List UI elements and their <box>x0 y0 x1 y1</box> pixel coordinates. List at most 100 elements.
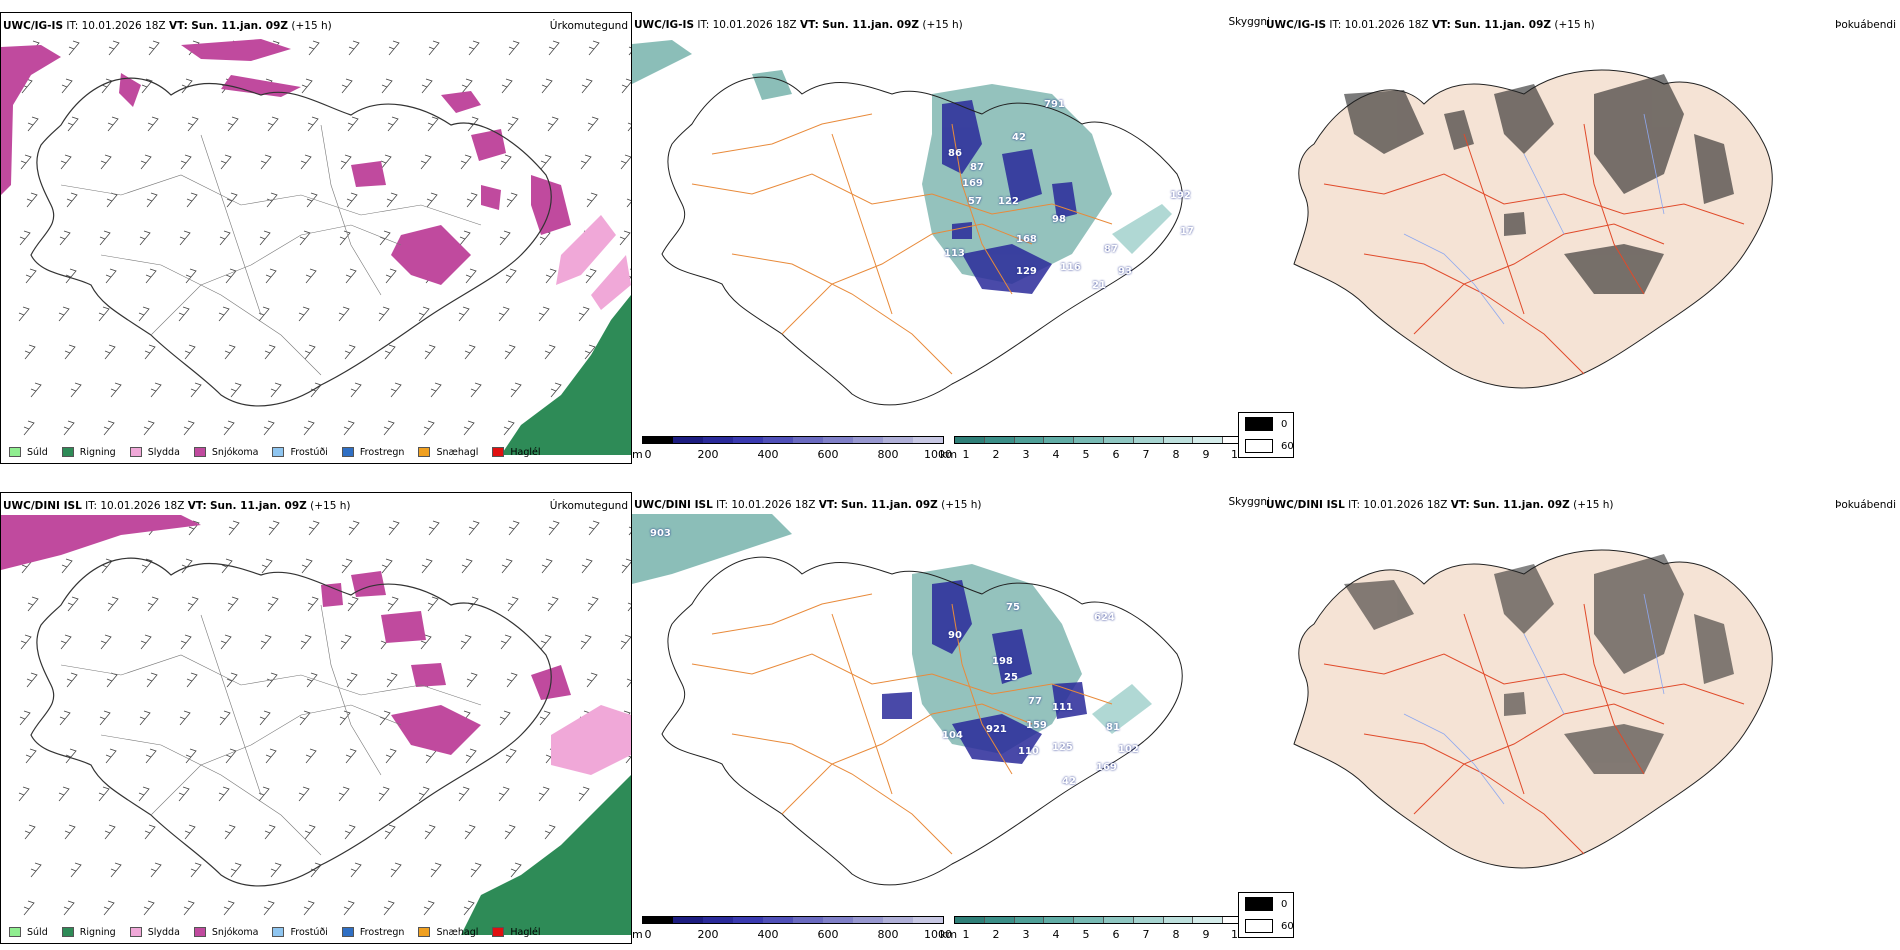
legend-swatch <box>341 447 354 457</box>
colorbar-strip <box>954 916 1254 924</box>
wind-barb <box>221 558 233 574</box>
wind-barb <box>218 306 230 322</box>
precip-map <box>1 515 631 935</box>
fog-legend-label: 0 <box>1281 419 1288 430</box>
vt-value: Sun. 11.jan. 09Z <box>841 499 938 511</box>
panel-header: UWC/DINI ISL IT: 10.01.2026 18Z VT: Sun.… <box>1266 499 1614 511</box>
wind-barb <box>379 710 391 726</box>
wind-barb <box>186 672 198 688</box>
wind-barb <box>541 78 553 94</box>
wind-barb <box>99 710 111 726</box>
model-name: UWC/IG-IS <box>3 20 64 32</box>
wind-barb <box>585 268 597 284</box>
wind-barb <box>428 520 440 536</box>
wind-barb <box>265 748 277 764</box>
cloud-base-label: 122 <box>998 196 1019 207</box>
fog-index-panel: UWC/IG-IS IT: 10.01.2026 18Z VT: Sun. 11… <box>1238 12 1900 464</box>
wind-barb <box>388 520 400 536</box>
legend-swatch <box>9 447 21 457</box>
wind-barb <box>547 596 559 612</box>
road-network <box>60 604 482 856</box>
legend-item: Snjókoma <box>193 447 258 458</box>
wind-barb <box>307 116 319 132</box>
precip-type-panel: UWC/DINI ISL IT: 10.01.2026 18Z VT: Sun.… <box>0 492 632 944</box>
wind-barb <box>138 786 150 802</box>
wind-barb <box>103 420 115 436</box>
cloud-base-label: 113 <box>944 248 965 259</box>
wind-barb <box>339 710 351 726</box>
wind-barb <box>184 344 196 360</box>
road-network <box>691 593 1113 855</box>
legend-swatch <box>61 927 74 937</box>
wind-barb <box>500 154 512 170</box>
legend-item: Haglél <box>492 927 541 938</box>
wind-barb <box>581 558 593 574</box>
wind-barb <box>348 40 360 56</box>
wind-barb <box>621 558 631 574</box>
colorbar-segment <box>853 437 883 443</box>
legend-label: Frostúði <box>290 926 328 938</box>
colorbar-tick: 6 <box>1112 448 1120 461</box>
legend-swatch <box>9 927 21 937</box>
wind-barb <box>423 900 435 916</box>
colorbar-tick: 3 <box>1022 928 1030 941</box>
wind-barb <box>141 558 153 574</box>
legend-swatch <box>272 927 285 937</box>
wind-barb <box>270 382 282 398</box>
colorbar-tick: 1 <box>962 448 970 461</box>
cloud-base-areas <box>882 580 1087 764</box>
wind-barb <box>299 710 311 726</box>
cloud-base-label: 77 <box>1028 696 1042 707</box>
panel-title: Skyggni <box>1228 16 1271 28</box>
model-name: UWC/DINI ISL <box>3 500 82 512</box>
cloud-base-label: 159 <box>1026 720 1047 731</box>
wind-barb <box>304 824 316 840</box>
cloud-map <box>632 514 1183 886</box>
cloud-base-label: 624 <box>1094 612 1115 623</box>
legend-item: Snjókoma <box>193 927 258 938</box>
panel-header: UWC/DINI ISL IT: 10.01.2026 18Z VT: Sun.… <box>634 499 982 511</box>
panel-title: Skyggni <box>1228 496 1271 508</box>
wind-barb <box>506 192 518 208</box>
wind-barb <box>219 230 231 246</box>
wind-barb <box>144 344 156 360</box>
colorbar-strip <box>954 436 1254 444</box>
model-name: UWC/DINI ISL <box>634 499 713 511</box>
wind-barb <box>340 634 352 650</box>
fog-map <box>1293 69 1773 389</box>
wind-barb <box>345 268 357 284</box>
vt-label: VT: <box>1450 499 1470 511</box>
wind-barb <box>465 268 477 284</box>
cloud-base-label: 42 <box>1062 776 1076 787</box>
colorbar-tick: 800 <box>877 448 899 461</box>
wind-barb <box>470 862 482 878</box>
wind-barb <box>348 520 360 536</box>
legend-swatch <box>418 447 431 457</box>
wind-barb <box>424 824 436 840</box>
wind-barb <box>466 192 478 208</box>
wind-barb <box>18 306 30 322</box>
wind-barb <box>586 672 598 688</box>
wind-barb <box>628 46 631 56</box>
wind-barb <box>341 78 353 94</box>
road-network <box>691 113 1113 375</box>
wind-barb <box>150 862 162 878</box>
wind-barb <box>143 420 155 436</box>
wind-barb <box>25 268 37 284</box>
wind-barb <box>184 824 196 840</box>
wind-barb <box>261 558 273 574</box>
wind-barb <box>346 192 358 208</box>
wind-barb <box>463 900 475 916</box>
wind-barb <box>225 268 237 284</box>
colorbar-segment <box>1163 437 1194 443</box>
panel-header: UWC/IG-IS IT: 10.01.2026 18Z VT: Sun. 11… <box>3 20 332 32</box>
cloud-base-label: 192 <box>1170 190 1191 201</box>
wind-barb <box>299 230 311 246</box>
colorbar-unit: km <box>940 928 958 941</box>
cloud-base-label: 903 <box>650 528 671 539</box>
wind-barb <box>190 382 202 398</box>
wind-barb <box>19 710 31 726</box>
wind-barb <box>267 596 279 612</box>
colorbar-tick: 2 <box>992 448 1000 461</box>
vt-label: VT: <box>818 499 838 511</box>
